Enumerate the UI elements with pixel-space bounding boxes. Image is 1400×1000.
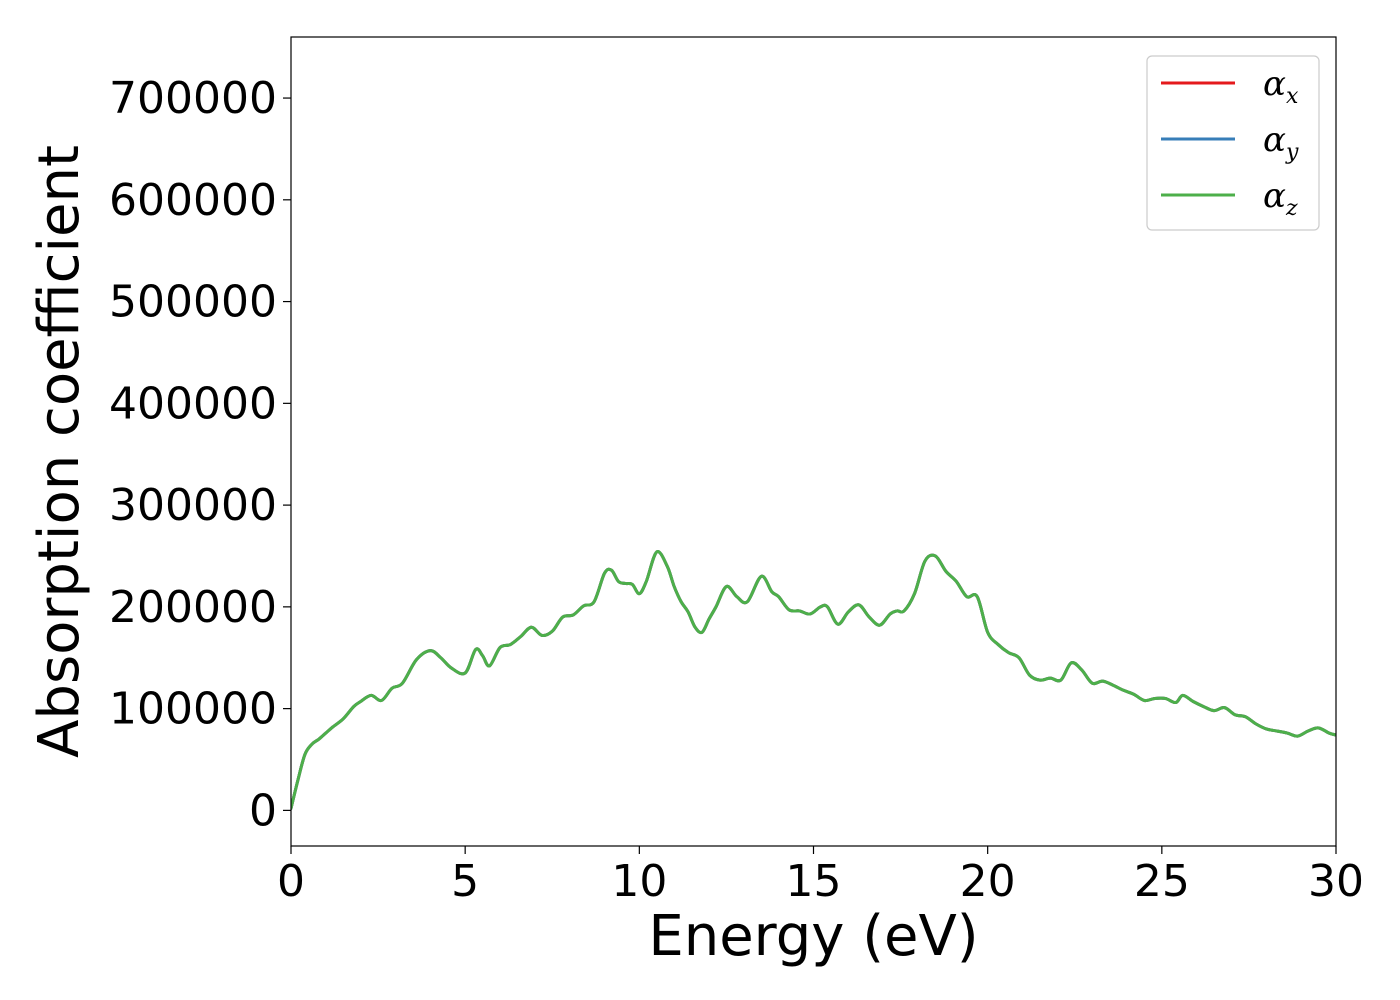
y-tick-label: 200000	[109, 582, 277, 633]
y-tick-label: 0	[249, 785, 277, 836]
legend-box	[1146, 55, 1320, 231]
x-tick-label: 20	[960, 856, 1016, 907]
x-axis: 0 5 10 15 20 25 30	[277, 846, 1364, 907]
y-tick-label: 600000	[109, 175, 277, 226]
y-tick-label: 100000	[109, 684, 277, 735]
x-tick-label: 5	[451, 856, 479, 907]
series-line-3	[291, 550, 1336, 810]
legend-label-1: αx	[1263, 64, 1299, 109]
x-tick-label: 15	[786, 856, 842, 907]
y-axis-title: Absorption coefficient	[27, 145, 92, 758]
legend-label-2: αy	[1263, 120, 1299, 165]
x-axis-title: Energy (eV)	[648, 904, 978, 969]
x-tick-label: 0	[277, 856, 305, 907]
x-tick-label: 25	[1134, 856, 1190, 907]
y-tick-label: 400000	[109, 378, 277, 429]
y-axis: 0 100000 200000 300000 400000 500000 600000 700…	[109, 73, 291, 836]
legend-label-3: αz	[1263, 176, 1298, 221]
x-tick-label: 30	[1308, 856, 1364, 907]
y-tick-label: 700000	[109, 73, 277, 124]
y-tick-label: 500000	[109, 277, 277, 328]
y-tick-label: 300000	[109, 480, 277, 531]
legend: αx αy αz	[1146, 55, 1320, 231]
x-tick-label: 10	[611, 856, 667, 907]
plot-area	[291, 550, 1336, 810]
